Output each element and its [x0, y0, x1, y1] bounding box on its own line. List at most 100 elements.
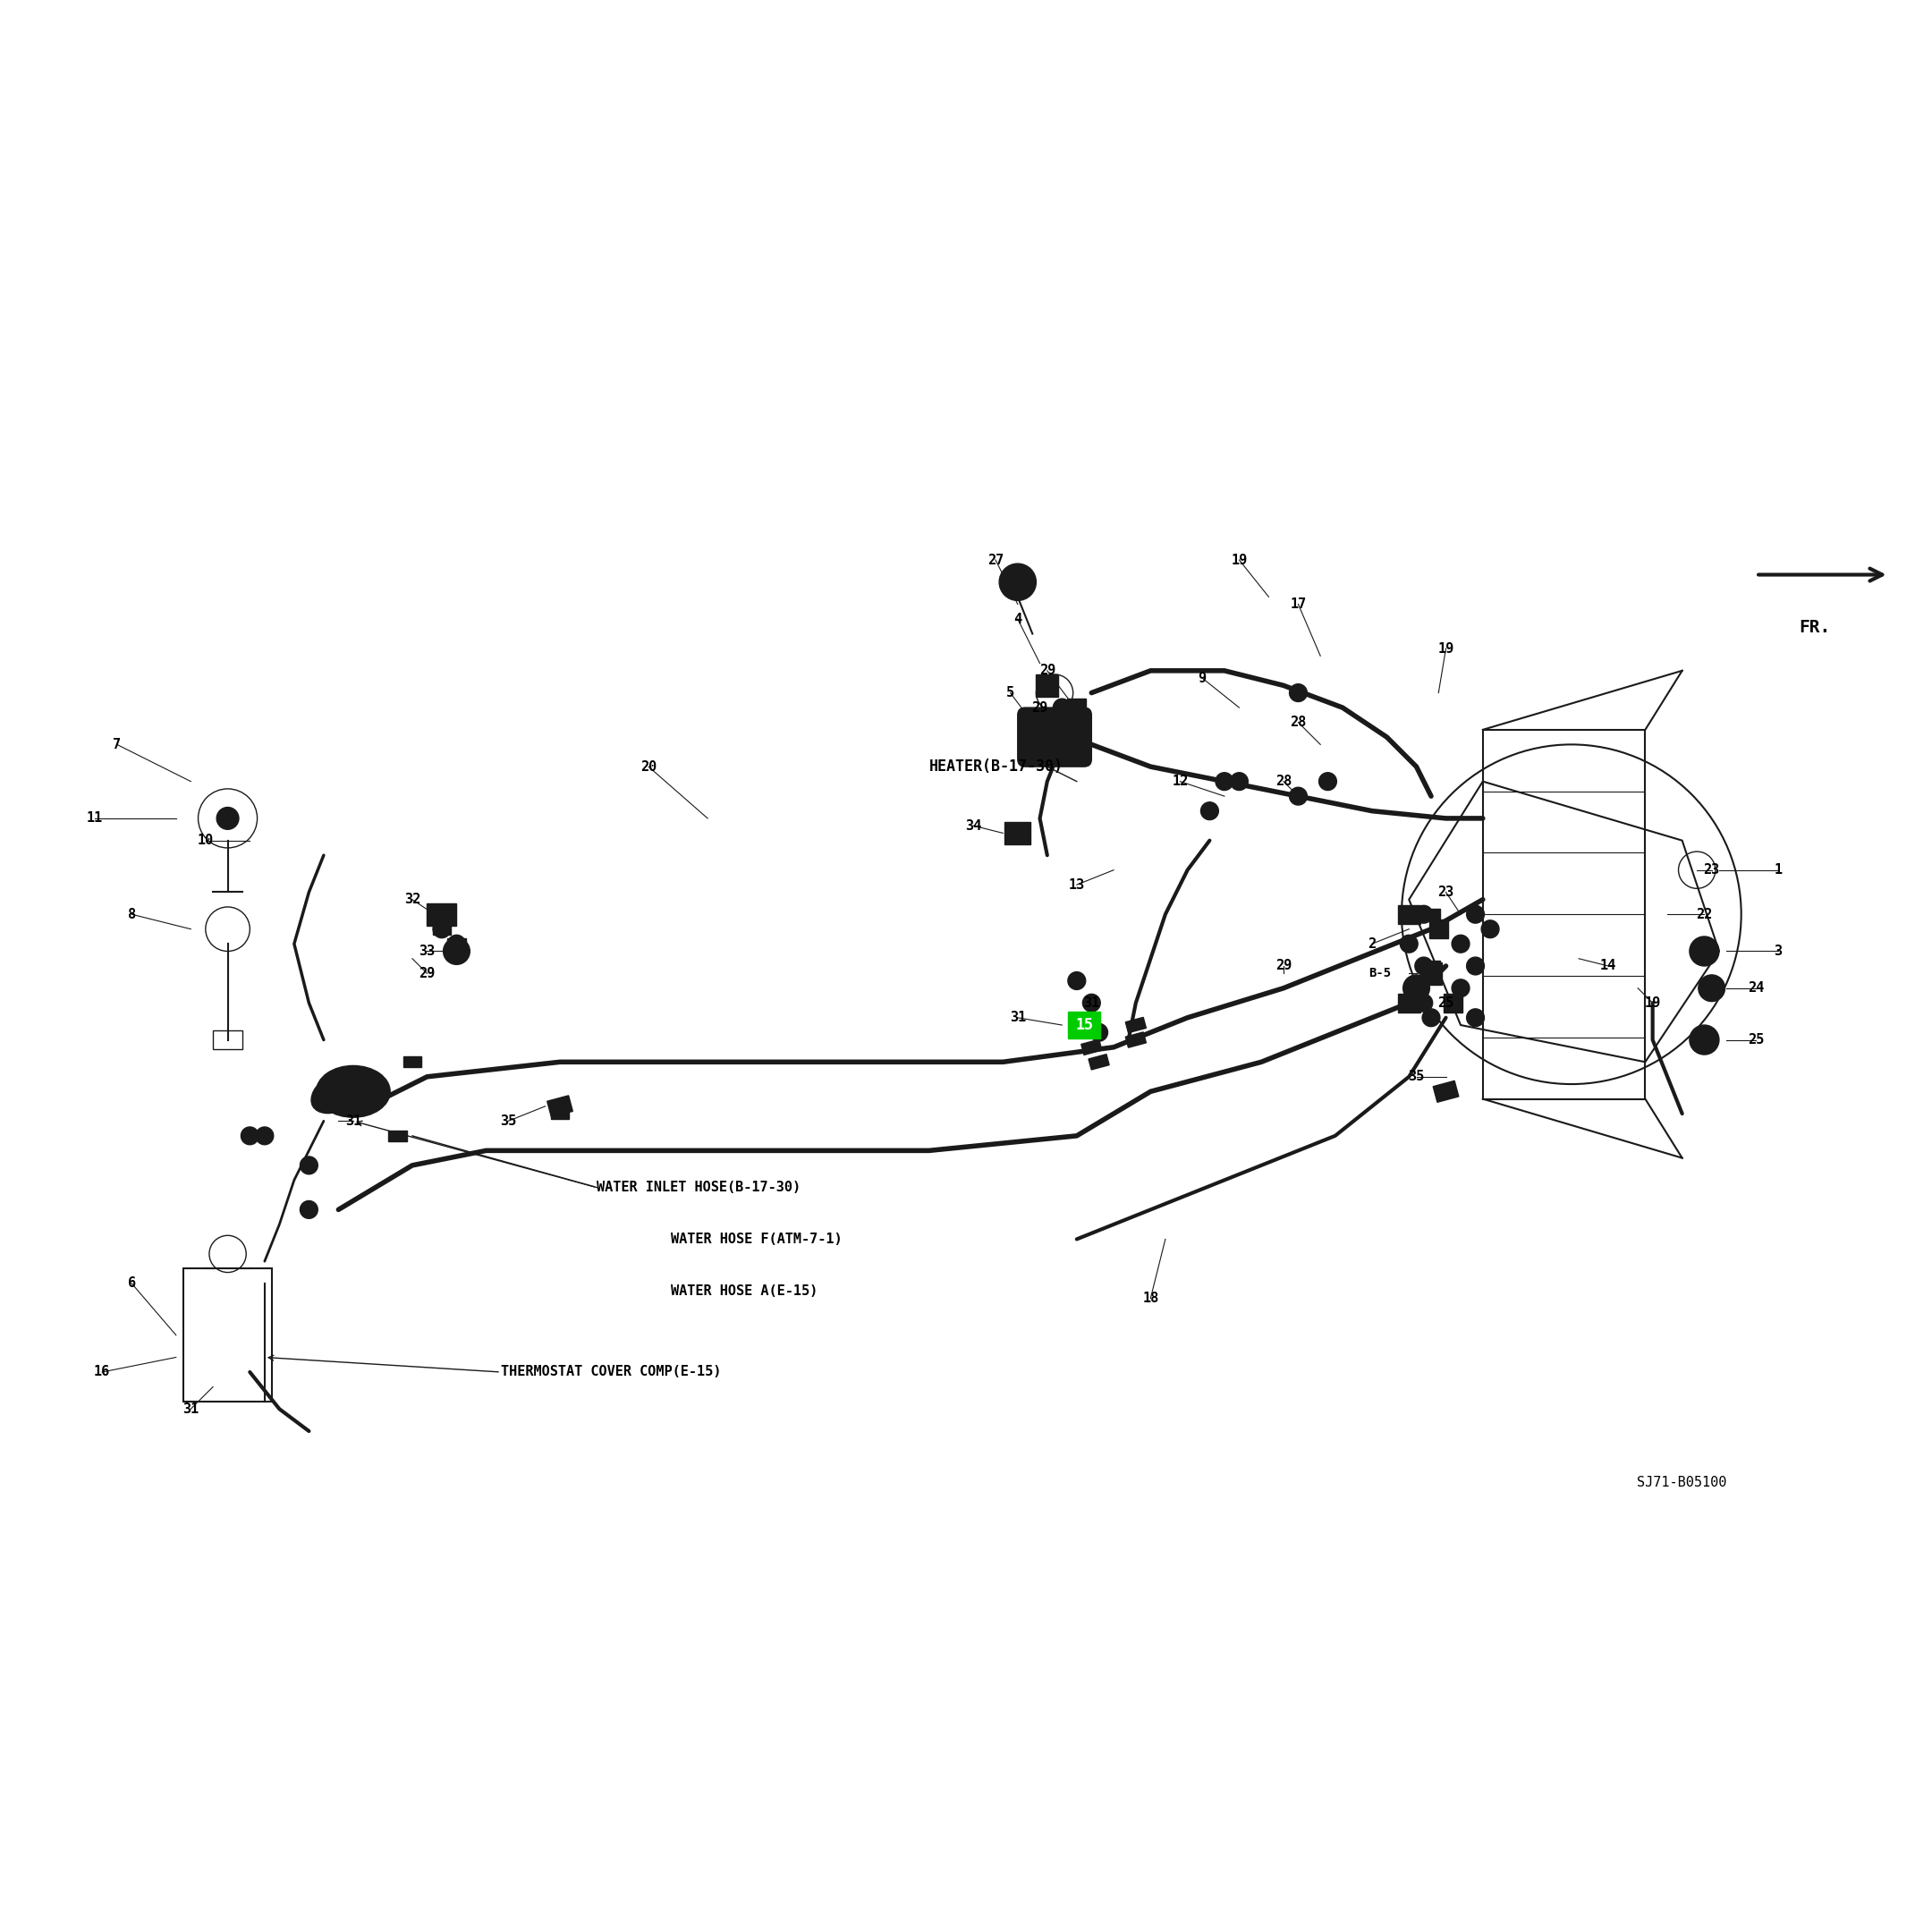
Bar — [1422, 908, 1441, 920]
Text: 9: 9 — [1198, 670, 1206, 684]
Circle shape — [433, 920, 450, 937]
Text: WATER HOSE A(E-15): WATER HOSE A(E-15) — [670, 1285, 817, 1298]
Text: 19: 19 — [1644, 997, 1662, 1010]
Bar — [1082, 1039, 1101, 1055]
Circle shape — [242, 1126, 259, 1144]
Circle shape — [1422, 1009, 1439, 1026]
Circle shape — [1698, 976, 1725, 1001]
Text: 35: 35 — [1408, 1070, 1424, 1084]
Text: 28: 28 — [1291, 715, 1306, 728]
Text: 35: 35 — [500, 1115, 516, 1128]
Text: 2: 2 — [1368, 937, 1376, 951]
Circle shape — [1289, 788, 1308, 806]
Text: 25: 25 — [1748, 1034, 1764, 1047]
Circle shape — [1289, 684, 1308, 701]
Text: 34: 34 — [966, 819, 981, 833]
Circle shape — [299, 1202, 317, 1219]
Text: 5: 5 — [1007, 686, 1014, 699]
Text: 16: 16 — [95, 1366, 110, 1379]
Text: WATER HOSE F(ATM-7-1): WATER HOSE F(ATM-7-1) — [670, 1233, 842, 1246]
Text: B-5: B-5 — [1368, 968, 1391, 980]
Text: 31: 31 — [1010, 1010, 1026, 1024]
Bar — [213, 1030, 243, 1049]
Circle shape — [1689, 937, 1719, 966]
Circle shape — [1068, 972, 1086, 989]
Text: 19: 19 — [1437, 641, 1455, 655]
Text: 1: 1 — [1774, 864, 1781, 877]
Circle shape — [1451, 980, 1470, 997]
Bar — [1068, 1012, 1101, 1037]
Bar — [404, 1057, 421, 1068]
Text: WATER INLET HOSE(B-17-30): WATER INLET HOSE(B-17-30) — [597, 1180, 802, 1194]
Text: 27: 27 — [987, 553, 1005, 566]
Text: 14: 14 — [1600, 960, 1617, 972]
Circle shape — [1414, 906, 1434, 923]
Bar — [184, 1269, 272, 1401]
Circle shape — [1466, 906, 1484, 923]
Text: 19: 19 — [1231, 553, 1248, 566]
Text: 29: 29 — [1275, 960, 1293, 972]
Text: 4: 4 — [1014, 612, 1022, 626]
FancyBboxPatch shape — [1018, 707, 1092, 767]
Text: 11: 11 — [87, 811, 102, 825]
Text: HEATER(B-17-30): HEATER(B-17-30) — [929, 759, 1063, 775]
Circle shape — [442, 937, 469, 964]
Bar — [1068, 697, 1086, 717]
Circle shape — [448, 935, 466, 952]
Circle shape — [1320, 773, 1337, 790]
Text: 29: 29 — [1039, 665, 1055, 678]
Text: 31: 31 — [184, 1403, 199, 1416]
Text: SJ71-B05100: SJ71-B05100 — [1636, 1476, 1727, 1490]
Bar — [1126, 1018, 1146, 1034]
Circle shape — [216, 808, 240, 829]
Text: 28: 28 — [1275, 775, 1293, 788]
Bar — [1430, 920, 1447, 939]
Bar — [388, 1130, 408, 1142]
Bar — [1399, 993, 1420, 1012]
Text: THERMOSTAT COVER COMP(E-15): THERMOSTAT COVER COMP(E-15) — [500, 1366, 721, 1379]
Circle shape — [1068, 721, 1086, 738]
Bar — [1434, 1080, 1459, 1103]
Text: 22: 22 — [1696, 908, 1712, 922]
Text: 13: 13 — [1068, 877, 1086, 891]
Circle shape — [1053, 699, 1070, 717]
Bar — [551, 1109, 570, 1119]
Text: 15: 15 — [1076, 1016, 1094, 1034]
Circle shape — [1090, 1024, 1107, 1041]
Circle shape — [1401, 995, 1418, 1012]
Text: 25: 25 — [1437, 997, 1455, 1010]
Bar — [1420, 962, 1441, 985]
Circle shape — [1403, 976, 1430, 1001]
Bar — [1088, 1055, 1109, 1070]
Circle shape — [1689, 1026, 1719, 1055]
Circle shape — [1466, 1009, 1484, 1026]
Bar — [1126, 1032, 1146, 1047]
Text: 17: 17 — [1291, 597, 1306, 611]
Circle shape — [1082, 995, 1101, 1012]
Circle shape — [1215, 773, 1233, 790]
Bar — [427, 904, 456, 925]
Text: 10: 10 — [197, 835, 214, 848]
Text: 31: 31 — [346, 1115, 361, 1128]
Circle shape — [255, 1126, 274, 1144]
Circle shape — [1401, 935, 1418, 952]
Circle shape — [1466, 956, 1484, 976]
Bar — [1482, 730, 1646, 1099]
Bar — [1036, 674, 1059, 697]
Text: 23: 23 — [1704, 864, 1719, 877]
Bar — [1399, 904, 1420, 923]
Text: 8: 8 — [128, 908, 135, 922]
Text: 18: 18 — [1142, 1291, 1159, 1304]
Text: 6: 6 — [128, 1277, 135, 1291]
Circle shape — [1414, 956, 1434, 976]
Circle shape — [1414, 995, 1434, 1012]
Circle shape — [1451, 935, 1470, 952]
Text: 32: 32 — [404, 893, 421, 906]
Bar — [1443, 993, 1463, 1012]
Bar — [1053, 738, 1070, 752]
Bar — [547, 1095, 572, 1117]
Bar — [1422, 960, 1441, 972]
Circle shape — [1482, 920, 1499, 937]
Text: 12: 12 — [1173, 775, 1188, 788]
Ellipse shape — [317, 1066, 390, 1117]
